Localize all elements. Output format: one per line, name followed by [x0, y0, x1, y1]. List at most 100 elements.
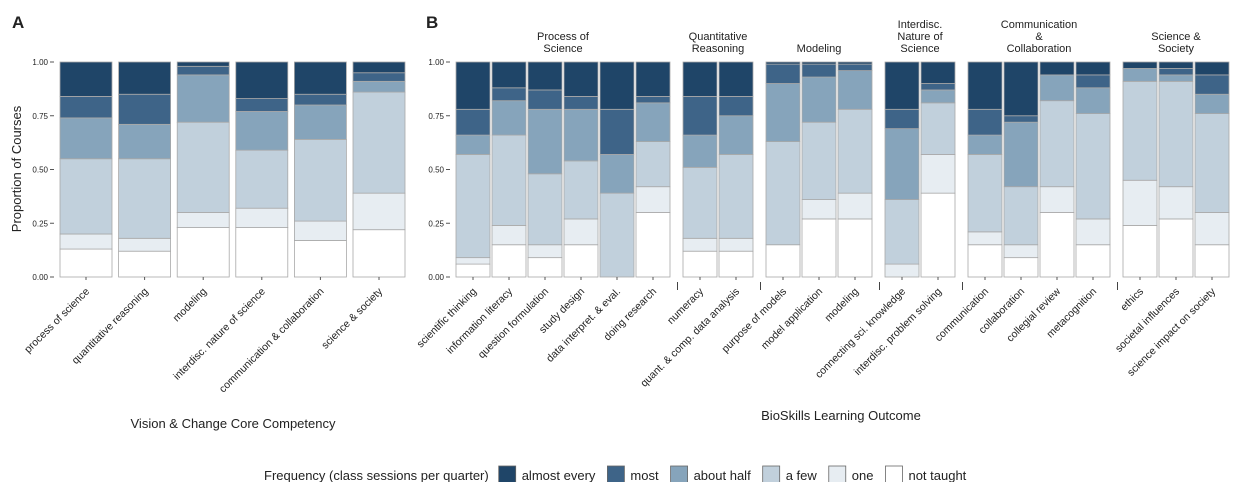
bar-segment-a-few: [765, 141, 801, 246]
bar-segment-a-few: [801, 121, 837, 200]
x-tick-label: ethics: [1118, 286, 1146, 314]
bar-segment-almost-every: [527, 61, 563, 91]
bar-segment-most: [176, 65, 230, 76]
bar-segment-almost-every: [352, 61, 406, 74]
bar-segment-not-taught: [563, 244, 599, 278]
bar-segment-about-half: [884, 128, 920, 200]
bar-segment-about-half: [118, 123, 171, 160]
bar-segment-almost-every: [884, 61, 920, 110]
bar-segment-a-few: [118, 158, 171, 239]
bar-segment-almost-every: [920, 61, 956, 84]
bar-segment-about-half: [293, 104, 347, 140]
bar-segment-one: [455, 257, 491, 265]
legend-label: a few: [786, 468, 818, 482]
bar-segment-about-half: [635, 102, 671, 142]
bar-segment-most: [1158, 68, 1194, 76]
bar-segment-almost-every: [1039, 61, 1075, 76]
bar-segment-not-taught: [837, 218, 873, 278]
bar-segment-one: [1003, 244, 1039, 259]
panel-b-y-axis: 0.00 0.25 0.50 0.75 1.00: [428, 58, 450, 282]
x-tick-label: societal influences: [1113, 286, 1182, 355]
legend-label: about half: [694, 468, 751, 482]
bar-segment-one: [352, 192, 406, 231]
bar-segment-one: [176, 212, 230, 228]
bar-segment-about-half: [455, 134, 491, 155]
legend-swatch-about-half: [670, 465, 688, 482]
bar-segment-about-half: [837, 70, 873, 110]
bar-segment-most: [1003, 115, 1039, 123]
bar-segment-not-taught: [1122, 224, 1158, 278]
bar-segment-a-few: [1122, 80, 1158, 181]
bar-segment-about-half: [176, 74, 230, 123]
bar-segment-about-half: [1039, 74, 1075, 102]
bar-segment-not-taught: [118, 250, 171, 278]
bar-segment-a-few: [59, 158, 113, 235]
group-title: Communication: [1001, 19, 1077, 31]
bar-segment-most: [118, 93, 171, 125]
bar-segment-not-taught: [1039, 212, 1075, 278]
bar-segment-about-half: [1075, 87, 1111, 115]
bar-segment-about-half: [967, 134, 1003, 155]
bar-segment-one: [1122, 179, 1158, 226]
bar-segment-about-half: [599, 154, 635, 194]
group-title: Modeling: [797, 43, 842, 55]
group-title: Quantitative: [689, 31, 748, 43]
bar-segment-one: [1075, 218, 1111, 246]
bar-segment-most: [1194, 74, 1230, 95]
y-tick-label: 1.00: [32, 58, 48, 67]
bar-segment-not-taught: [235, 227, 289, 278]
bar-segment-a-few: [1158, 80, 1194, 188]
bar-segment-about-half: [352, 80, 406, 93]
bar-segment-not-taught: [1158, 218, 1194, 278]
bar-segment-not-taught: [455, 263, 491, 278]
bar-segment-one: [1039, 186, 1075, 213]
panel-a: A Proportion of Courses 0.00 0.25 0.50 0.75…: [9, 13, 406, 431]
bar-segment-almost-every: [1003, 61, 1039, 117]
panel-a-ylabel: Proportion of Courses: [9, 105, 24, 232]
bar-segment-one: [967, 231, 1003, 246]
legend: Frequency (class sessions per quarter) a…: [264, 465, 967, 482]
group-title: Science &: [1151, 31, 1201, 43]
bar-segment-one: [1194, 212, 1230, 246]
x-tick-label: modeling: [171, 286, 210, 325]
bar-segment-almost-every: [635, 61, 671, 97]
bar-segment-one: [884, 263, 920, 278]
y-tick-label: 0.75: [428, 112, 444, 121]
bar-segment-about-half: [527, 108, 563, 175]
group-title: Reasoning: [692, 43, 745, 55]
legend-swatch-not-taught: [885, 465, 903, 482]
panel-b: B 0.000.250.500.751.00 Process ofScience…: [415, 13, 1230, 423]
bar-segment-a-few: [455, 154, 491, 259]
bar-segment-one: [491, 224, 527, 246]
bar-segment-a-few: [527, 173, 563, 246]
group-title: Society: [1158, 43, 1195, 55]
bar-segment-most: [455, 108, 491, 136]
bar-segment-not-taught: [635, 212, 671, 278]
bar-segment-a-few: [920, 102, 956, 155]
bar-segment-most: [682, 96, 718, 136]
bar-segment-one: [59, 233, 113, 250]
bar-segment-not-taught: [352, 229, 406, 278]
bar-segment-a-few: [352, 91, 406, 194]
legend-swatch-most: [607, 465, 625, 482]
bar-segment-one: [801, 199, 837, 220]
bar-segment-most: [293, 93, 347, 106]
bar-segment-about-half: [1158, 74, 1194, 82]
bar-segment-about-half: [563, 108, 599, 162]
legend-label: almost every: [522, 468, 596, 482]
bar-segment-most: [967, 108, 1003, 136]
bar-segment-not-taught: [293, 240, 347, 278]
y-tick-label: 0.25: [428, 219, 444, 228]
bar-segment-a-few: [491, 134, 527, 226]
panel-a-y-axis: 0.00 0.25 0.50 0.75 1.00: [32, 58, 54, 282]
bar-segment-almost-every: [59, 61, 113, 97]
x-tick-label: science & society: [319, 285, 385, 351]
bar-segment-one: [118, 237, 171, 252]
bar-segment-one: [1158, 186, 1194, 220]
bar-segment-one: [837, 192, 873, 220]
bar-segment-most: [352, 72, 406, 82]
bar-segment-not-taught: [682, 250, 718, 278]
